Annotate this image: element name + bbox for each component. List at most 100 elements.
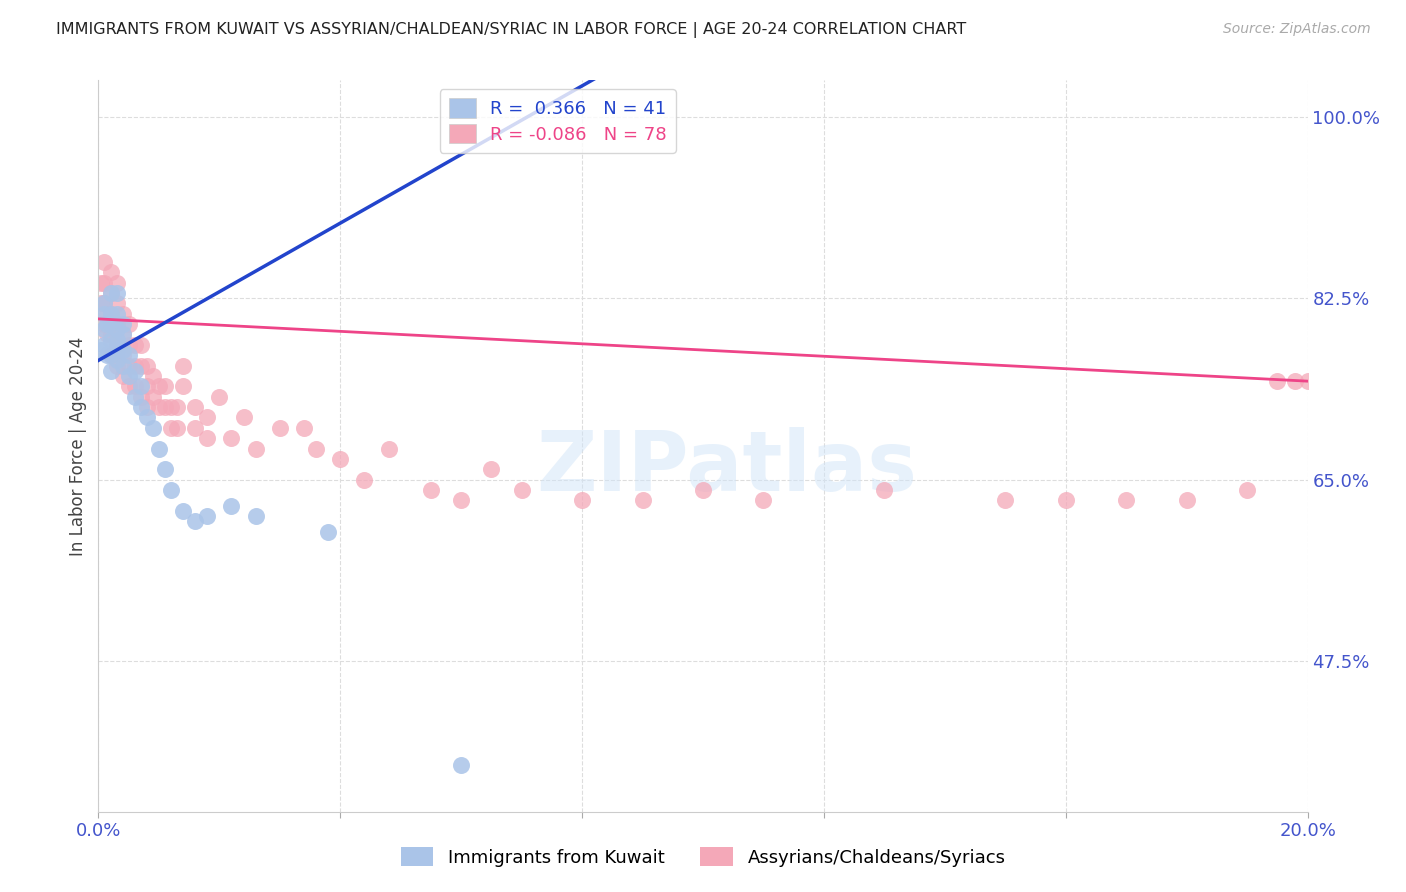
- Point: [1054, 493, 1077, 508]
- Point: [450, 493, 472, 508]
- Point: [195, 431, 218, 445]
- Point: [129, 359, 152, 373]
- Point: [124, 364, 146, 378]
- Point: [96, 317, 118, 331]
- Point: [111, 317, 134, 331]
- Point: [129, 390, 152, 404]
- Point: [124, 379, 146, 393]
- Point: [994, 493, 1017, 508]
- Point: [195, 410, 218, 425]
- Point: [100, 348, 122, 362]
- Point: [232, 410, 254, 425]
- Point: [105, 359, 128, 373]
- Point: [153, 379, 176, 393]
- Point: [129, 379, 152, 393]
- Point: [105, 338, 128, 352]
- Point: [100, 348, 122, 362]
- Legend: Immigrants from Kuwait, Assyrians/Chaldeans/Syriacs: Immigrants from Kuwait, Assyrians/Chalde…: [394, 840, 1012, 874]
- Point: [571, 493, 593, 508]
- Legend: R =  0.366   N = 41, R = -0.086   N = 78: R = 0.366 N = 41, R = -0.086 N = 78: [440, 89, 676, 153]
- Point: [153, 462, 176, 476]
- Point: [100, 285, 122, 300]
- Point: [105, 296, 128, 310]
- Point: [631, 493, 654, 508]
- Point: [100, 333, 122, 347]
- Point: [1175, 493, 1198, 508]
- Point: [184, 400, 207, 414]
- Point: [195, 509, 218, 524]
- Point: [172, 379, 194, 393]
- Point: [105, 333, 128, 347]
- Point: [481, 462, 503, 476]
- Point: [316, 524, 339, 539]
- Point: [153, 400, 176, 414]
- Point: [510, 483, 533, 497]
- Point: [111, 307, 134, 321]
- Point: [160, 400, 183, 414]
- Point: [148, 400, 170, 414]
- Point: [100, 327, 122, 342]
- Point: [100, 265, 122, 279]
- Point: [377, 442, 399, 456]
- Point: [1236, 483, 1258, 497]
- Point: [1115, 493, 1137, 508]
- Point: [118, 317, 141, 331]
- Point: [105, 353, 128, 368]
- Point: [450, 758, 472, 772]
- Point: [420, 483, 443, 497]
- Point: [692, 483, 714, 497]
- Point: [111, 327, 134, 342]
- Point: [184, 421, 207, 435]
- Point: [105, 322, 128, 336]
- Point: [172, 504, 194, 518]
- Point: [305, 442, 328, 456]
- Point: [93, 322, 115, 336]
- Point: [100, 307, 122, 321]
- Point: [124, 390, 146, 404]
- Point: [105, 317, 128, 331]
- Point: [118, 348, 141, 362]
- Point: [96, 307, 118, 321]
- Point: [111, 368, 134, 383]
- Y-axis label: In Labor Force | Age 20-24: In Labor Force | Age 20-24: [69, 336, 87, 556]
- Point: [118, 379, 141, 393]
- Point: [100, 285, 122, 300]
- Point: [105, 285, 128, 300]
- Point: [353, 473, 375, 487]
- Point: [93, 276, 115, 290]
- Point: [329, 452, 352, 467]
- Point: [873, 483, 896, 497]
- Point: [1284, 374, 1306, 388]
- Point: [93, 255, 115, 269]
- Point: [90, 276, 112, 290]
- Point: [111, 343, 134, 357]
- Point: [100, 317, 122, 331]
- Point: [208, 390, 231, 404]
- Point: [124, 359, 146, 373]
- Point: [111, 327, 134, 342]
- Point: [100, 307, 122, 321]
- Point: [142, 368, 165, 383]
- Point: [1296, 374, 1319, 388]
- Point: [93, 296, 115, 310]
- Text: IMMIGRANTS FROM KUWAIT VS ASSYRIAN/CHALDEAN/SYRIAC IN LABOR FORCE | AGE 20-24 CO: IMMIGRANTS FROM KUWAIT VS ASSYRIAN/CHALD…: [56, 22, 966, 38]
- Point: [148, 379, 170, 393]
- Point: [96, 348, 118, 362]
- Point: [292, 421, 315, 435]
- Point: [105, 276, 128, 290]
- Point: [118, 368, 141, 383]
- Point: [105, 307, 128, 321]
- Point: [129, 400, 152, 414]
- Point: [93, 307, 115, 321]
- Text: Source: ZipAtlas.com: Source: ZipAtlas.com: [1223, 22, 1371, 37]
- Point: [90, 296, 112, 310]
- Point: [221, 431, 243, 445]
- Point: [111, 359, 134, 373]
- Point: [93, 338, 115, 352]
- Point: [1267, 374, 1289, 388]
- Point: [111, 348, 134, 362]
- Point: [90, 343, 112, 357]
- Point: [135, 359, 157, 373]
- Point: [135, 410, 157, 425]
- Point: [221, 499, 243, 513]
